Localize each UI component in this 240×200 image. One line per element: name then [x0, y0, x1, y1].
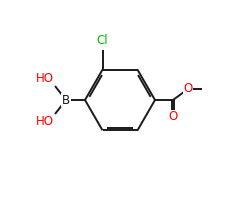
Text: O: O	[183, 82, 193, 95]
Text: Cl: Cl	[97, 34, 108, 47]
Text: B: B	[62, 94, 70, 106]
Text: HO: HO	[36, 115, 54, 128]
Text: HO: HO	[36, 72, 54, 85]
Text: O: O	[168, 110, 178, 123]
